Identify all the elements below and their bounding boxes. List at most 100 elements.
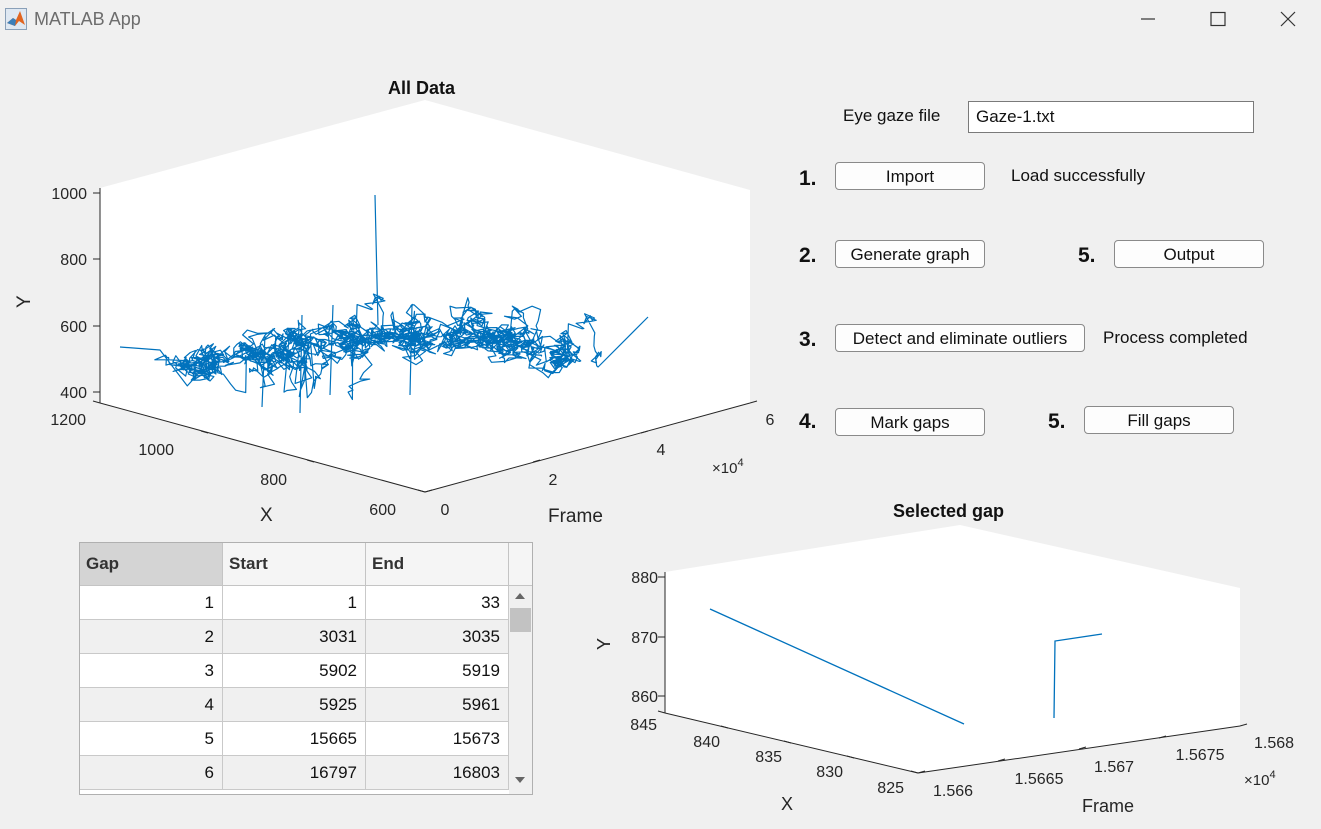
scrollbar-thumb[interactable]: [510, 608, 531, 632]
gap-frame-tick-mark: [1239, 723, 1248, 727]
close-button[interactable]: [1254, 0, 1321, 40]
table-cell-end[interactable]: 3035: [366, 620, 509, 653]
gap-x-tick-label: 840: [693, 734, 720, 751]
step-3-number: 3.: [799, 328, 817, 351]
minimize-button[interactable]: [1114, 0, 1184, 40]
window-title: MATLAB App: [34, 9, 141, 29]
table-cell-end[interactable]: 33: [366, 586, 509, 619]
frame-tick-mark: [640, 430, 649, 434]
selected-gap-title: Selected gap: [893, 501, 1005, 521]
table-row[interactable]: 4 5925 5961: [80, 688, 532, 722]
y-tick-label: 800: [60, 252, 87, 269]
eye-gaze-file-input[interactable]: Gaze-1.txt: [968, 101, 1254, 133]
selected-gap-plot[interactable]: 880 870 860 845 840 835 830 825 1.566 1.5665 1.5…: [590, 520, 1310, 820]
gap-x-tick-mark: [846, 755, 855, 759]
scroll-up-icon[interactable]: [514, 592, 526, 600]
table-scrollbar[interactable]: [509, 586, 532, 794]
table-row[interactable]: 5 15665 15673: [80, 722, 532, 756]
y-tick-label: 1000: [51, 186, 87, 203]
y-axis-label: Y: [14, 295, 35, 308]
step-1-number: 1.: [799, 167, 817, 190]
x-tick-label: 1200: [50, 412, 86, 429]
step-2-number: 2.: [799, 244, 817, 267]
column-header-start[interactable]: Start: [223, 543, 366, 585]
gap-frame-tick-label: 1.5675: [1176, 747, 1225, 764]
gap-segment-line-2: [1053, 633, 1103, 719]
minimize-icon: [1141, 18, 1155, 20]
x-tick-mark: [417, 489, 426, 493]
matlab-logo-icon: [5, 8, 27, 30]
gap-x-tick-label: 825: [877, 780, 904, 797]
table-row[interactable]: 6 16797 16803: [80, 756, 532, 790]
table-cell-gap: 5: [80, 722, 223, 755]
frame-tick-mark: [749, 400, 758, 404]
table-cell-gap: 1: [80, 586, 223, 619]
mark-gaps-button[interactable]: Mark gaps: [835, 408, 985, 436]
table-cell-start[interactable]: 5902: [223, 654, 366, 687]
frame-axis-line: [424, 402, 751, 493]
gap-frame-exponent: ×104: [1244, 769, 1276, 789]
table-cell-gap: 3: [80, 654, 223, 687]
table-cell-start[interactable]: 15665: [223, 722, 366, 755]
all-data-plot[interactable]: 1000 800 600 400 1200 1000 800 600 0 2 4 6 Y X Fr…: [0, 95, 800, 535]
x-axis-line: [99, 402, 426, 493]
x-tick-mark: [200, 430, 209, 434]
gap-frame-tick-label: 1.568: [1254, 735, 1294, 752]
x-tick-label: 800: [260, 472, 287, 489]
table-header: Gap Start End: [80, 543, 532, 586]
gap-x-tick-label: 830: [816, 764, 843, 781]
eye-gaze-file-label: Eye gaze file: [843, 106, 941, 125]
column-header-end[interactable]: End: [366, 543, 509, 585]
gap-x-tick-mark: [720, 725, 729, 729]
gap-table[interactable]: Gap Start End 1 1 33 2 3031 3035 3 5902 …: [79, 542, 533, 795]
maximize-button[interactable]: [1184, 0, 1254, 40]
table-cell-start[interactable]: 16797: [223, 756, 366, 789]
gap-x-axis-label: X: [781, 794, 793, 814]
gap-y-tick-label: 880: [631, 570, 658, 587]
title-bar: MATLAB App: [0, 0, 1321, 40]
x-tick-label: 600: [369, 502, 396, 519]
gap-frame-tick-mark: [1158, 735, 1167, 739]
table-cell-gap: 2: [80, 620, 223, 653]
gap-frame-tick-mark: [997, 758, 1006, 762]
step-5-fill-number: 5.: [1048, 410, 1066, 433]
scroll-down-icon[interactable]: [514, 776, 526, 784]
import-button[interactable]: Import: [835, 162, 985, 190]
gap-frame-tick-label: 1.566: [933, 783, 973, 800]
table-row[interactable]: 3 5902 5919: [80, 654, 532, 688]
outliers-status-text: Process completed: [1103, 328, 1248, 347]
frame-tick-label: 0: [441, 502, 450, 519]
table-cell-end[interactable]: 5919: [366, 654, 509, 687]
gap-frame-tick-label: 1.5665: [1015, 771, 1064, 788]
table-cell-gap: 6: [80, 756, 223, 789]
import-status-text: Load successfully: [1011, 166, 1146, 185]
gap-x-tick-label: 835: [755, 749, 782, 766]
table-cell-end[interactable]: 16803: [366, 756, 509, 789]
gap-frame-axis-label: Frame: [1082, 796, 1134, 816]
detect-outliers-button[interactable]: Detect and eliminate outliers: [835, 324, 1085, 352]
frame-tick-label: 2: [549, 472, 558, 489]
x-tick-mark: [306, 459, 315, 463]
column-header-gap[interactable]: Gap: [80, 543, 223, 585]
x-tick-label: 1000: [138, 442, 174, 459]
frame-exponent: ×104: [712, 457, 744, 477]
gap-frame-tick-label: 1.567: [1094, 759, 1134, 776]
output-button[interactable]: Output: [1114, 240, 1264, 268]
table-row[interactable]: 2 3031 3035: [80, 620, 532, 654]
maximize-icon: [1210, 11, 1226, 27]
all-data-title: All Data: [388, 78, 456, 98]
gap-x-axis-line: [664, 712, 919, 774]
close-icon: [1280, 11, 1296, 27]
fill-gaps-button[interactable]: Fill gaps: [1084, 406, 1234, 434]
frame-tick-mark: [424, 489, 433, 493]
table-cell-start[interactable]: 3031: [223, 620, 366, 653]
table-cell-end[interactable]: 5961: [366, 688, 509, 721]
table-row[interactable]: 1 1 33: [80, 586, 532, 620]
generate-graph-button[interactable]: Generate graph: [835, 240, 985, 268]
gap-x-tick-mark: [657, 710, 666, 714]
table-cell-start[interactable]: 1: [223, 586, 366, 619]
table-cell-start[interactable]: 5925: [223, 688, 366, 721]
table-cell-end[interactable]: 15673: [366, 722, 509, 755]
gap-x-tick-label: 845: [630, 717, 657, 734]
all-data-axes-box: [100, 100, 750, 492]
